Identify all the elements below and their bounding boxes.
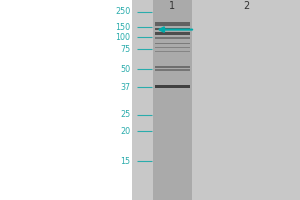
Text: 75: 75	[120, 45, 130, 53]
Bar	[155, 43, 190, 45]
Text: 2: 2	[243, 1, 249, 11]
Text: 37: 37	[120, 82, 130, 92]
Bar	[155, 28, 190, 30]
Bar	[155, 69, 190, 71]
Bar	[155, 66, 190, 68]
Bar	[153, 0, 192, 200]
Bar	[155, 51, 190, 52]
Bar	[155, 47, 190, 48]
Bar	[155, 22, 190, 26]
Bar	[132, 0, 300, 200]
Bar	[155, 37, 190, 39]
Bar	[155, 32, 190, 35]
Text: 100: 100	[116, 32, 130, 42]
Text: 20: 20	[120, 127, 130, 136]
Text: 1: 1	[169, 1, 175, 11]
Text: 250: 250	[115, 7, 130, 17]
Bar	[224, 0, 268, 200]
Text: 15: 15	[120, 156, 130, 166]
Text: 150: 150	[116, 22, 130, 31]
Bar	[155, 84, 190, 88]
Text: 25: 25	[120, 110, 130, 119]
Text: 50: 50	[120, 64, 130, 73]
